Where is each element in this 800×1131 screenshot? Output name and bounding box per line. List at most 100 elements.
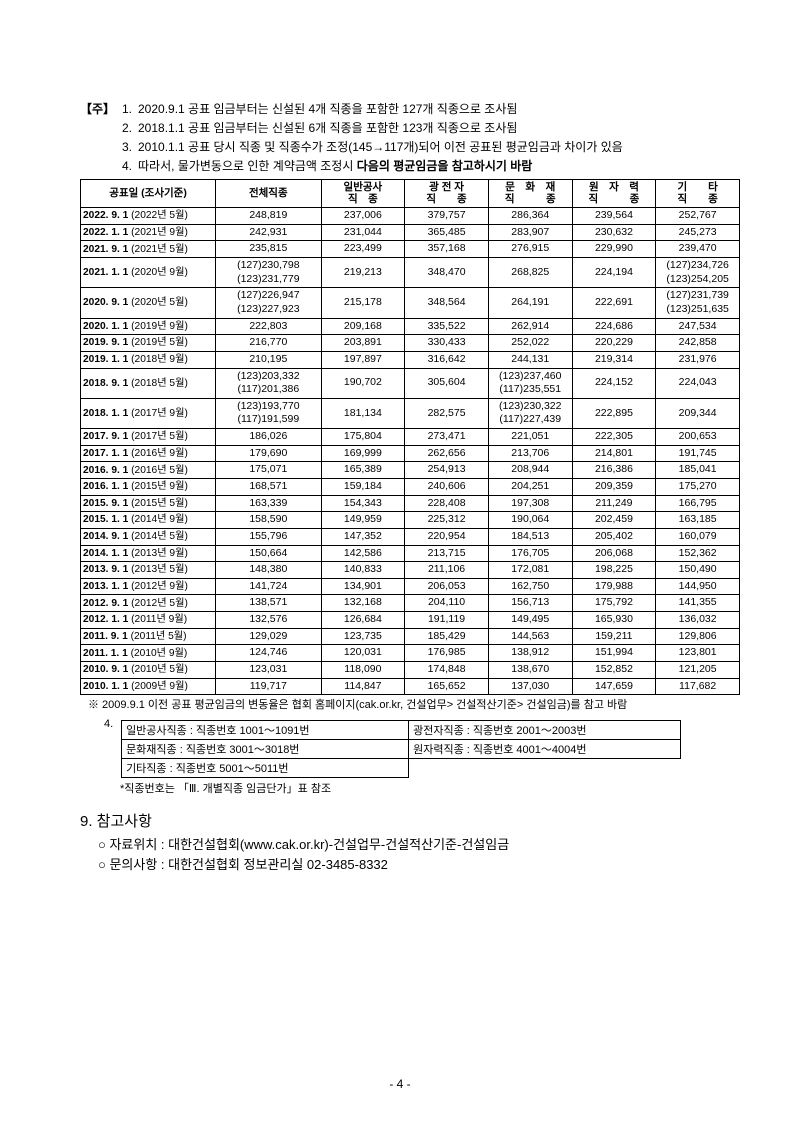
- table-cell: 134,901: [321, 578, 405, 595]
- table-cell: 138,912: [488, 645, 572, 662]
- table-row: 2012. 9. 1 (2012년 5월)138,571132,168204,1…: [81, 595, 740, 612]
- table-row: 2016. 1. 1 (2015년 9월)168,571159,184240,6…: [81, 478, 740, 495]
- table-cell: 132,576: [216, 612, 321, 629]
- page-number: - 4 -: [0, 1077, 800, 1091]
- table-row: 2011. 1. 1 (2010년 9월)124,746120,031176,9…: [81, 645, 740, 662]
- table-cell: 242,931: [216, 224, 321, 241]
- table-cell: 175,804: [321, 429, 405, 446]
- table-cell: 186,026: [216, 429, 321, 446]
- reference-item: ○ 자료위치 : 대한건설협회(www.cak.or.kr)-건설업무-건설적산…: [98, 835, 740, 856]
- table-cell: 165,652: [405, 678, 489, 695]
- table-cell: 213,706: [488, 445, 572, 462]
- table-row: 2020. 1. 1 (2019년 9월)222,803209,168335,5…: [81, 318, 740, 335]
- table-row: 2021. 1. 1 (2020년 9월)(127)230,798(123)23…: [81, 258, 740, 288]
- table-cell: 123,031: [216, 662, 321, 679]
- table-cell: 114,847: [321, 678, 405, 695]
- table-cell: 151,994: [572, 645, 656, 662]
- table-cell: 175,792: [572, 595, 656, 612]
- category-number: 4.: [104, 718, 118, 730]
- table-cell: 220,954: [405, 528, 489, 545]
- table-cell: 216,770: [216, 335, 321, 352]
- reference-list: ○ 자료위치 : 대한건설협회(www.cak.or.kr)-건설업무-건설적산…: [98, 835, 740, 877]
- table-cell: 140,833: [321, 562, 405, 579]
- table-cell: 147,352: [321, 528, 405, 545]
- table-cell: 222,803: [216, 318, 321, 335]
- section-heading: 9. 참고사항: [80, 810, 740, 831]
- reference-item: ○ 문의사항 : 대한건설협회 정보관리실 02-3485-8332: [98, 855, 740, 876]
- table-footnote: ※ 2009.9.1 이전 공표 평균임금의 변동율은 협회 홈페이지(cak.…: [88, 698, 740, 712]
- table-cell: 141,355: [656, 595, 740, 612]
- table-cell: 181,134: [321, 398, 405, 428]
- note-row: 【주】1.2020.9.1 공표 임금부터는 신설된 4개 직종을 포함한 12…: [80, 100, 740, 118]
- table-cell: 144,950: [656, 578, 740, 595]
- col-header: 공표일 (조사기준): [81, 180, 216, 208]
- col-header: 광 전 자직 종: [405, 180, 489, 208]
- table-cell: 169,999: [321, 445, 405, 462]
- table-cell: 262,656: [405, 445, 489, 462]
- table-cell: 129,029: [216, 628, 321, 645]
- table-cell: 117,682: [656, 678, 740, 695]
- table-cell: 204,251: [488, 478, 572, 495]
- table-cell: 124,746: [216, 645, 321, 662]
- table-cell: 330,433: [405, 335, 489, 352]
- table-cell: 209,359: [572, 478, 656, 495]
- table-cell: 190,702: [321, 368, 405, 398]
- table-cell: 142,586: [321, 545, 405, 562]
- table-cell: 348,470: [405, 258, 489, 288]
- table-cell: 118,090: [321, 662, 405, 679]
- table-cell: 248,819: [216, 208, 321, 225]
- table-row: 2013. 1. 1 (2012년 9월)141,724134,901206,0…: [81, 578, 740, 595]
- table-cell: 283,907: [488, 224, 572, 241]
- table-cell: 252,767: [656, 208, 740, 225]
- table-cell: 357,168: [405, 241, 489, 258]
- table-cell: 162,750: [488, 578, 572, 595]
- table-cell: (123)237,460(117)235,551: [488, 368, 572, 398]
- note-row: 2.2018.1.1 공표 임금부터는 신설된 6개 직종을 포함한 123개 …: [80, 119, 740, 137]
- table-cell: 197,308: [488, 495, 572, 512]
- table-cell: 208,944: [488, 462, 572, 479]
- table-row: 2017. 9. 1 (2017년 5월)186,026175,804273,4…: [81, 429, 740, 446]
- table-row: 2014. 9. 1 (2014년 5월)155,796147,352220,9…: [81, 528, 740, 545]
- table-cell: 206,068: [572, 545, 656, 562]
- table-cell: 147,659: [572, 678, 656, 695]
- wage-table: 공표일 (조사기준)전체직종일반공사직 종광 전 자직 종문 화 재직 종원 자…: [80, 179, 740, 695]
- table-row: 2022. 9. 1 (2022년 5월)248,819237,006379,7…: [81, 208, 740, 225]
- table-cell: 219,213: [321, 258, 405, 288]
- table-cell: 264,191: [488, 288, 572, 318]
- table-cell: 221,051: [488, 429, 572, 446]
- table-cell: 184,513: [488, 528, 572, 545]
- col-header: 문 화 재직 종: [488, 180, 572, 208]
- table-cell: 254,913: [405, 462, 489, 479]
- table-cell: (127)230,798(123)231,779: [216, 258, 321, 288]
- table-cell: 214,801: [572, 445, 656, 462]
- notes-block: 【주】1.2020.9.1 공표 임금부터는 신설된 4개 직종을 포함한 12…: [80, 100, 740, 175]
- table-cell: 137,030: [488, 678, 572, 695]
- table-cell: 119,717: [216, 678, 321, 695]
- table-row: 2018. 9. 1 (2018년 5월)(123)203,332(117)20…: [81, 368, 740, 398]
- table-cell: 159,184: [321, 478, 405, 495]
- table-cell: 123,801: [656, 645, 740, 662]
- table-cell: 165,389: [321, 462, 405, 479]
- table-cell: 166,795: [656, 495, 740, 512]
- table-row: 2015. 9. 1 (2015년 5월)163,339154,343228,4…: [81, 495, 740, 512]
- table-cell: 126,684: [321, 612, 405, 629]
- table-body: 2022. 9. 1 (2022년 5월)248,819237,006379,7…: [81, 208, 740, 695]
- table-cell: 204,110: [405, 595, 489, 612]
- table-row: 2019. 1. 1 (2018년 9월)210,195197,897316,6…: [81, 351, 740, 368]
- table-cell: 224,686: [572, 318, 656, 335]
- table-row: 2010. 1. 1 (2009년 9월)119,717114,847165,6…: [81, 678, 740, 695]
- category-note: *직종번호는 「Ⅲ. 개별직종 임금단가」표 참조: [120, 780, 740, 796]
- table-cell: 121,205: [656, 662, 740, 679]
- table-cell: 224,043: [656, 368, 740, 398]
- table-row: 2013. 9. 1 (2013년 5월)148,380140,833211,1…: [81, 562, 740, 579]
- table-cell: 163,185: [656, 512, 740, 529]
- table-cell: 242,858: [656, 335, 740, 352]
- table-cell: (123)230,322(117)227,439: [488, 398, 572, 428]
- table-cell: 206,053: [405, 578, 489, 595]
- table-row: 2022. 1. 1 (2021년 9월)242,931231,044365,4…: [81, 224, 740, 241]
- table-cell: 172,081: [488, 562, 572, 579]
- table-cell: (123)193,770(117)191,599: [216, 398, 321, 428]
- table-cell: 154,343: [321, 495, 405, 512]
- col-header: 전체직종: [216, 180, 321, 208]
- table-cell: 219,314: [572, 351, 656, 368]
